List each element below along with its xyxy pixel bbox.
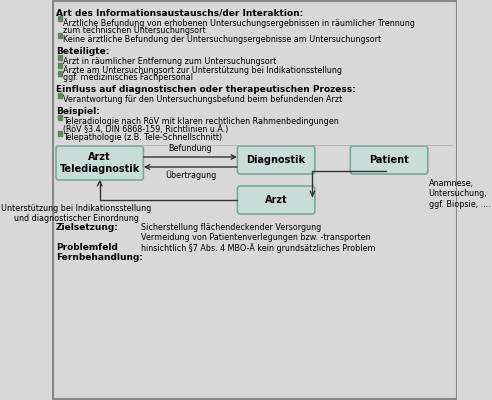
Text: Telepathologie (z.B. Tele-Schnellschnitt): Telepathologie (z.B. Tele-Schnellschnitt…	[63, 133, 222, 142]
Text: Verantwortung für den Untersuchungsbefund beim befundenden Arzt: Verantwortung für den Untersuchungsbefun…	[63, 95, 342, 104]
Text: Arzt: Arzt	[265, 195, 287, 205]
FancyBboxPatch shape	[237, 186, 315, 214]
Text: Anamnese,
Untersuchung,
ggf. Biopsie, ....: Anamnese, Untersuchung, ggf. Biopsie, ..…	[429, 179, 490, 209]
Text: Art des Informationsaustauschs/der Interaktion:: Art des Informationsaustauschs/der Inter…	[56, 8, 303, 17]
Bar	[58, 62, 62, 68]
Text: Teleradiologie nach RöV mit klaren rechtlichen Rahmenbedingungen: Teleradiologie nach RöV mit klaren recht…	[63, 117, 339, 126]
Text: Beispiel:: Beispiel:	[56, 107, 100, 116]
FancyBboxPatch shape	[237, 146, 315, 174]
Text: Problemfeld
Fernbehandlung:: Problemfeld Fernbehandlung:	[56, 243, 143, 262]
Bar	[58, 114, 62, 120]
Text: Arzt in räumlicher Entfernung zum Untersuchungsort: Arzt in räumlicher Entfernung zum Unters…	[63, 57, 277, 66]
Text: Befundung: Befundung	[169, 144, 212, 153]
FancyBboxPatch shape	[56, 146, 143, 180]
Text: Sicherstellung flächendeckender Versorgung
Vermeidung von Patientenverlegungen b: Sicherstellung flächendeckender Versorgu…	[141, 223, 370, 242]
Text: Übertragung: Übertragung	[165, 170, 216, 180]
Text: Diagnostik: Diagnostik	[246, 155, 306, 165]
Text: Einfluss auf diagnostischen oder therapeutischen Prozess:: Einfluss auf diagnostischen oder therape…	[56, 85, 356, 94]
Text: Keine ärztliche Befundung der Untersuchungsergebnisse am Untersuchungsort: Keine ärztliche Befundung der Untersuchu…	[63, 35, 381, 44]
Bar	[58, 32, 62, 38]
Bar	[58, 70, 62, 76]
Text: Patient: Patient	[369, 155, 409, 165]
Bar	[58, 54, 62, 60]
Text: Ärztliche Befundung von erhobenen Untersuchungsergebnissen in räumlicher Trennun: Ärztliche Befundung von erhobenen Unters…	[63, 18, 415, 28]
Text: Arzt
Telediagnostik: Arzt Telediagnostik	[60, 152, 140, 174]
FancyBboxPatch shape	[350, 146, 428, 174]
Text: hinsichtlich §7 Abs. 4 MBO-Ä kein grundsätzliches Problem: hinsichtlich §7 Abs. 4 MBO-Ä kein grunds…	[141, 243, 375, 253]
Bar	[58, 92, 62, 98]
Text: ggf. medizinisches Fachpersonal: ggf. medizinisches Fachpersonal	[63, 73, 193, 82]
Text: zum technischen Untersuchungsort: zum technischen Untersuchungsort	[63, 26, 206, 35]
Text: Unterstützung bei Indikationsstellung
und diagnostischer Einordnung: Unterstützung bei Indikationsstellung un…	[1, 204, 152, 223]
Text: Ärzte am Untersuchungsort zur Unterstützung bei Indikationsstellung: Ärzte am Untersuchungsort zur Unterstütz…	[63, 65, 342, 75]
Text: (RöV §3.4, DIN 6868-159, Richtlinien u.Ä.): (RöV §3.4, DIN 6868-159, Richtlinien u.Ä…	[63, 125, 229, 134]
Text: Zielsetzung:: Zielsetzung:	[56, 223, 119, 232]
Bar	[58, 16, 62, 20]
Text: Beteiligte:: Beteiligte:	[56, 47, 109, 56]
Bar	[58, 130, 62, 136]
